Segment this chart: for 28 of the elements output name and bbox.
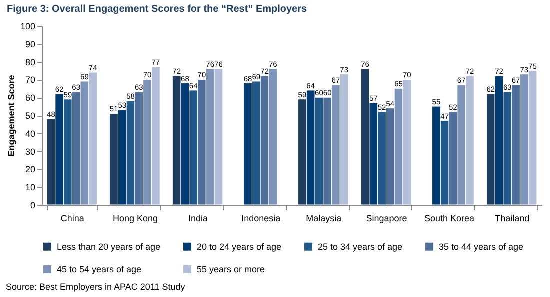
legend-label: 25 to 34 years of age [318, 242, 403, 252]
x-tick-label: South Korea [424, 214, 475, 224]
x-tick-label: Singapore [366, 214, 408, 224]
y-axis-title: Engagement Score [6, 75, 16, 157]
y-tick-label: 50 [25, 111, 36, 121]
y-tick-label: 20 [25, 164, 36, 175]
legend-label: Less than 20 years of age [57, 242, 161, 252]
y-tick-label: 90 [25, 39, 36, 50]
y-tick-label: 70 [25, 75, 36, 86]
y-tick-label: 40 [25, 128, 36, 139]
source-note: Source: Best Employers in APAC 2011 Study [5, 281, 186, 292]
x-tick-label: Malaysia [306, 214, 342, 224]
legend-label: 20 to 24 years of age [197, 242, 282, 252]
y-tick-label: 60 [25, 93, 36, 104]
x-tick-label: China [60, 214, 84, 224]
x-tick-label: Indonesia [242, 214, 281, 224]
x-tick-label: India [188, 214, 208, 224]
y-tick-label: 0 [30, 200, 36, 210]
legend-label: 35 to 44 years of age [439, 242, 524, 252]
y-tick-label: 30 [25, 146, 36, 157]
x-tick-label: Thailand [495, 214, 530, 224]
legend-label: 55 years or more [197, 264, 266, 274]
x-tick-label: Hong Kong [112, 214, 158, 224]
legend-label: 45 to 54 years of age [57, 264, 142, 274]
y-tick-label: 100 [20, 22, 36, 32]
y-tick-label: 80 [25, 57, 36, 68]
chart-title: Figure 3: Overall Engagement Scores for the “Rest” Employers [6, 4, 308, 15]
y-tick-label: 10 [25, 182, 36, 193]
